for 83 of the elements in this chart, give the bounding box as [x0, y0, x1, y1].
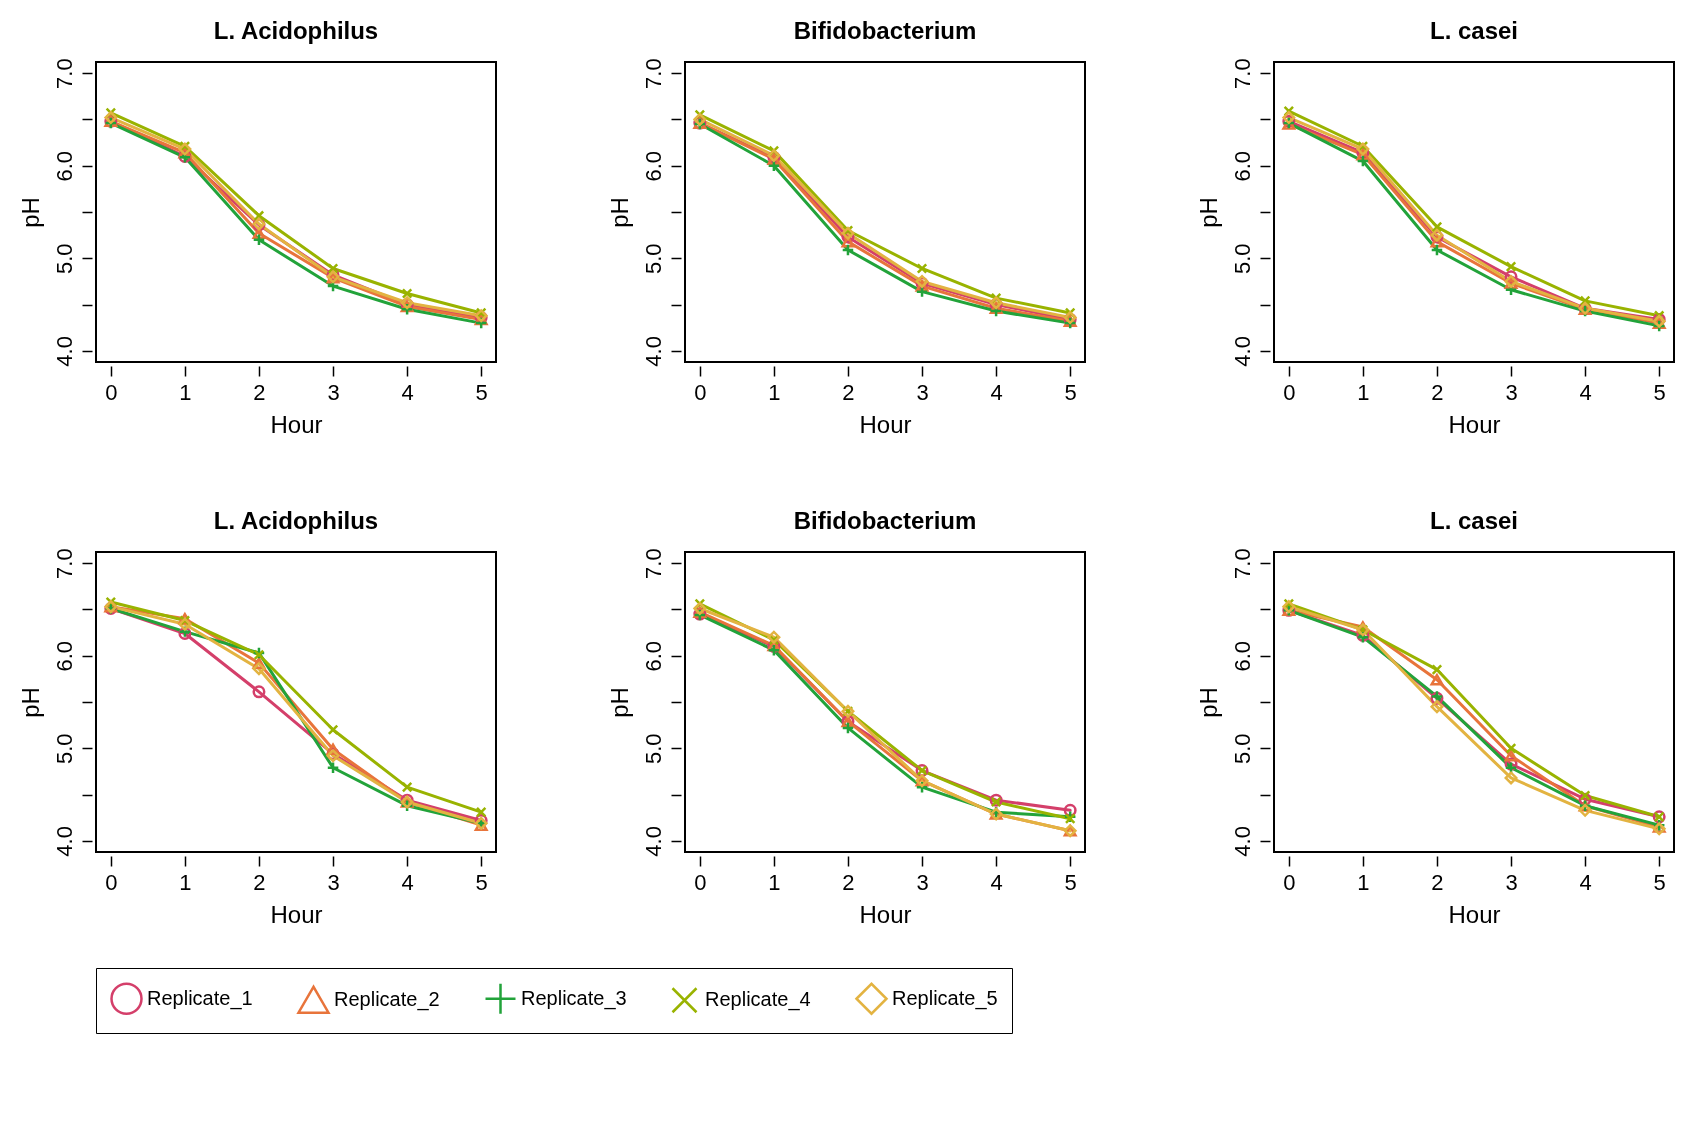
x-tick-label: 2: [842, 869, 855, 895]
y-tick-label: 6.0: [51, 640, 77, 672]
legend-label: Replicate_3: [521, 986, 627, 1010]
y-tick-label: 4.0: [640, 336, 666, 367]
x-tick-label: 4: [990, 379, 1003, 405]
y-tick-label: 4.0: [1229, 336, 1255, 367]
y-tick-label: 7.0: [51, 548, 77, 579]
x-tick-label: 1: [1357, 379, 1370, 405]
x-tick-label: 3: [327, 869, 340, 895]
x-tick-label: 0: [105, 869, 118, 895]
y-tick-label: 6.0: [640, 640, 666, 672]
x-axis-title: Hour: [270, 900, 323, 928]
y-tick-label: 5.0: [640, 733, 666, 765]
x-tick-label: 0: [694, 379, 707, 405]
y-tick-label: 6.0: [640, 150, 666, 182]
y-tick-label: 6.0: [51, 150, 77, 182]
x-tick-label: 4: [401, 869, 414, 895]
y-tick-label: 7.0: [51, 58, 77, 89]
x-axis-title: Hour: [859, 410, 912, 438]
legend-label: Replicate_2: [334, 987, 440, 1011]
x-tick-label: 3: [916, 869, 929, 895]
x-axis-title: Hour: [1448, 900, 1501, 928]
x-tick-label: 2: [253, 379, 266, 405]
x-tick-label: 3: [1505, 869, 1518, 895]
y-axis-title: pH: [16, 687, 44, 718]
x-tick-label: 2: [842, 379, 855, 405]
y-tick-label: 7.0: [1229, 548, 1255, 579]
x-tick-label: 0: [1283, 869, 1296, 895]
x-tick-label: 1: [179, 379, 192, 405]
x-tick-label: 4: [1579, 379, 1592, 405]
x-tick-label: 4: [1579, 869, 1592, 895]
x-axis-title: Hour: [859, 900, 912, 928]
chart-title: Bifidobacterium: [793, 506, 977, 534]
x-axis-title: Hour: [1448, 410, 1501, 438]
x-tick-label: 5: [1653, 869, 1666, 895]
legend-label: Replicate_4: [705, 988, 811, 1012]
y-tick-label: 7.0: [1229, 58, 1255, 89]
x-tick-label: 5: [1653, 379, 1666, 405]
y-tick-label: 5.0: [51, 243, 77, 275]
x-tick-label: 1: [1357, 869, 1370, 895]
y-tick-label: 4.0: [640, 826, 666, 857]
x-tick-label: 0: [694, 869, 707, 895]
legend-label: Replicate_1: [147, 986, 253, 1010]
x-tick-label: 5: [1064, 869, 1077, 895]
x-tick-label: 3: [1505, 379, 1518, 405]
x-tick-label: 1: [768, 869, 781, 895]
y-axis-title: pH: [605, 687, 633, 718]
x-tick-label: 3: [916, 379, 929, 405]
y-axis-title: pH: [1194, 687, 1222, 718]
x-tick-label: 2: [1431, 379, 1444, 405]
x-tick-label: 3: [327, 379, 340, 405]
x-tick-label: 5: [1064, 379, 1077, 405]
x-tick-label: 1: [768, 379, 781, 405]
x-tick-label: 5: [475, 379, 488, 405]
y-axis-title: pH: [16, 197, 44, 228]
chart-title: L. Acidophilus: [213, 16, 379, 44]
y-tick-label: 6.0: [1229, 640, 1255, 672]
x-tick-label: 1: [179, 869, 192, 895]
y-tick-label: 4.0: [1229, 826, 1255, 857]
x-axis-title: Hour: [270, 410, 323, 438]
y-tick-label: 4.0: [51, 336, 77, 367]
chart-title: Bifidobacterium: [793, 16, 977, 44]
chart-title: L. casei: [1429, 506, 1519, 534]
x-tick-label: 4: [401, 379, 414, 405]
y-tick-label: 5.0: [640, 243, 666, 275]
y-axis-title: pH: [605, 197, 633, 228]
legend-label: Replicate_5: [892, 986, 998, 1010]
y-tick-label: 6.0: [1229, 150, 1255, 182]
x-tick-label: 2: [253, 869, 266, 895]
chart-title: L. casei: [1429, 16, 1519, 44]
x-tick-label: 0: [1283, 379, 1296, 405]
y-tick-label: 5.0: [1229, 243, 1255, 275]
y-axis-title: pH: [1194, 197, 1222, 228]
y-tick-label: 7.0: [640, 58, 666, 89]
y-tick-label: 7.0: [640, 548, 666, 579]
y-tick-label: 4.0: [51, 826, 77, 857]
chart-title: L. Acidophilus: [213, 506, 379, 534]
x-tick-label: 4: [990, 869, 1003, 895]
y-tick-label: 5.0: [1229, 733, 1255, 765]
y-tick-label: 5.0: [51, 733, 77, 765]
x-tick-label: 2: [1431, 869, 1444, 895]
x-tick-label: 0: [105, 379, 118, 405]
x-tick-label: 5: [475, 869, 488, 895]
